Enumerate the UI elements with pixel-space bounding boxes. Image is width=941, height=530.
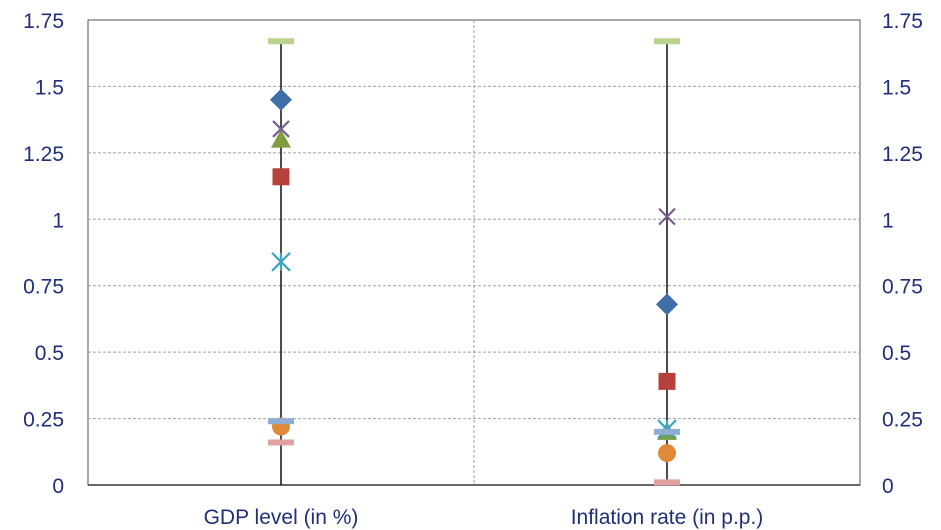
y-tick-label-left: 1.25 (23, 143, 64, 166)
y-tick-label-right: 1.75 (882, 10, 923, 33)
y-tick-label-right: 0.75 (882, 276, 923, 299)
data-point-square (658, 372, 676, 390)
y-tick-label-left: 0.75 (23, 276, 64, 299)
data-point-dash (268, 418, 294, 425)
data-point-diamond (270, 88, 292, 111)
y-tick-label-right: 1 (882, 209, 894, 232)
y-tick-label-right: 1.25 (882, 143, 923, 166)
y-tick-label-right: 0.25 (882, 409, 923, 432)
data-point-dash (654, 479, 680, 486)
data-point-square (272, 168, 290, 186)
y-tick-label-right: 0.5 (882, 342, 911, 365)
data-point-dash (654, 428, 680, 435)
data-point-dash (268, 439, 294, 446)
y-tick-label-left: 0.25 (23, 409, 64, 432)
y-tick-label-left: 0 (52, 475, 64, 498)
data-point-x (658, 207, 676, 226)
y-tick-label-left: 1 (52, 209, 64, 232)
category-label: Inflation rate (in p.p.) (571, 506, 764, 529)
data-point-circle (658, 444, 676, 463)
data-point-star (271, 252, 291, 272)
data-point-x (272, 120, 290, 138)
y-tick-label-right: 0 (882, 475, 894, 498)
data-point-dash (268, 38, 294, 45)
category-label: GDP level (in %) (204, 506, 359, 529)
data-point-dash (654, 38, 680, 45)
y-tick-label-left: 0.5 (35, 342, 64, 365)
data-point-diamond (656, 293, 678, 316)
y-tick-label-right: 1.5 (882, 76, 911, 99)
y-tick-label-left: 1.5 (35, 76, 64, 99)
y-tick-label-left: 1.75 (23, 10, 64, 33)
data-point-triangle (271, 129, 291, 148)
